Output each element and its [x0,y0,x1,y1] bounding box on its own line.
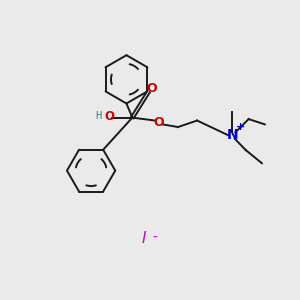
Text: O: O [105,110,115,123]
Text: +: + [236,122,245,132]
Text: H: H [95,111,102,121]
Text: -: - [152,231,157,245]
Text: O: O [147,82,158,95]
Text: I: I [142,231,146,246]
Text: N: N [226,128,238,142]
Text: O: O [154,116,164,128]
